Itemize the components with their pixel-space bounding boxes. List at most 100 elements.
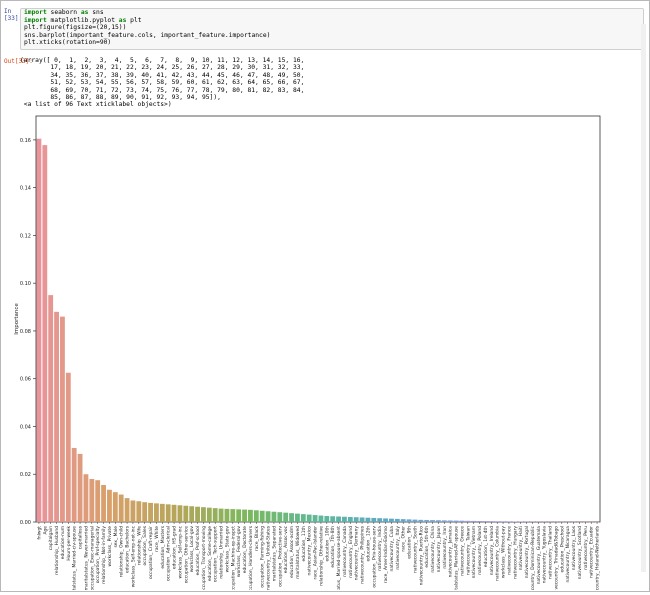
x-tick-label: education_ Masters (160, 525, 166, 568)
bar (178, 505, 183, 522)
bar (430, 520, 435, 522)
code-token: import (24, 17, 47, 24)
bar (242, 510, 247, 522)
code-line: import seaborn as sns (21, 9, 643, 17)
x-tick-label: occupation_ Other-service (183, 526, 189, 584)
x-tick-label: occupation_ Prof-specialty (95, 526, 101, 584)
code-token: sns (88, 9, 103, 16)
bar (95, 480, 100, 522)
bar (389, 519, 394, 522)
bar (230, 509, 235, 522)
x-tick-label: nativecountry_ Haiti (518, 526, 524, 570)
x-tick-label: occupation_ Craft-repair (148, 526, 154, 579)
x-tick-label: nativecountry_ Guatemala (536, 526, 542, 585)
x-tick-label: occupation_ Tech-support (213, 526, 219, 582)
x-tick-label: workclass_ Private (107, 526, 113, 567)
x-tick-label: Hours-per-week (66, 526, 72, 561)
x-tick-label: nativecountry_ Scotland (577, 526, 583, 579)
x-tick-label: occupation_ Handlers-cleaners (248, 525, 254, 590)
bar (219, 509, 224, 522)
x-tick-label: nativecountry_ Nicaragua (565, 526, 571, 583)
bar (342, 517, 347, 522)
x-tick-label: nativecountry_ Dominican-Republic (530, 525, 536, 590)
bar (301, 514, 306, 522)
code-token: plt.figure(figsize=(20,15)) (24, 24, 126, 31)
bar (154, 503, 159, 522)
x-tick-label: nativecountry_ Portugal (524, 526, 530, 578)
bar (254, 510, 259, 522)
y-tick-label: 0.16 (20, 138, 31, 144)
bar (489, 521, 494, 522)
code-line: import matplotlib.pyplot as plt (21, 17, 643, 25)
x-tick-label: workclass_ Without-pay (501, 526, 507, 578)
x-tick-label: nativecountry_ United-States (266, 525, 272, 590)
bar (125, 498, 130, 522)
bar (60, 317, 65, 522)
x-tick-label: occupation_ Exec-managerial (89, 526, 95, 590)
bar (37, 139, 42, 522)
bar (313, 515, 318, 522)
x-tick-label: occupation_ Transport-moving (201, 526, 207, 590)
bar (477, 521, 482, 522)
code-token: plt.xticks(rotation=90) (24, 39, 111, 46)
bar (248, 510, 253, 522)
x-tick-label: education_ Prof-school (195, 526, 201, 575)
x-tick-label: nativecountry_ South (412, 526, 418, 573)
code-token: import (24, 9, 47, 16)
code-token: sns.barplot(important_feature.cols, impo… (24, 32, 270, 39)
bar (166, 504, 171, 522)
x-tick-label: workclass_ Federal-gov (236, 526, 242, 577)
x-tick-label: maritalstatus_ Married-AF-spouse (454, 526, 460, 590)
x-tick-label: occupation_ Farming-fishing (260, 526, 266, 588)
bar (395, 519, 400, 522)
bar (201, 507, 206, 522)
y-tick-label: 0.12 (20, 233, 31, 239)
x-tick-label: nativecountry_ Vietnam (471, 526, 477, 578)
x-tick-label: relationship_ Husband (54, 526, 60, 575)
bar (366, 518, 371, 522)
x-tick-label: Age (42, 526, 48, 535)
bar (160, 504, 165, 522)
x-tick-label: education_ 9th (407, 526, 413, 559)
bar (413, 520, 418, 522)
x-tick-label: education_ 1st-4th (483, 526, 489, 567)
x-tick-label: nativecountry_ Poland (477, 526, 483, 575)
x-tick-label: nativecountry_ Puerto-Rico (418, 526, 424, 586)
x-tick-label: nativecountry_ Ireland (489, 526, 495, 575)
bar (195, 507, 200, 522)
code-line: sns.barplot(important_feature.cols, impo… (21, 32, 643, 40)
bar (84, 474, 89, 522)
bar (266, 511, 271, 522)
x-tick-label: occupation_ Machine-op-inspct (230, 526, 236, 590)
x-tick-label: relationship_ Unmarried (219, 526, 225, 579)
bar (507, 521, 512, 522)
x-tick-label: relationship_ Not-in-family (101, 526, 107, 584)
x-tick-label: occupation_ Priv-house-serv (371, 526, 377, 588)
x-tick-label: education_ Some-college (207, 526, 213, 581)
bar (295, 514, 300, 522)
x-tick-label: race_ Asian-Pac-Islander (313, 526, 319, 580)
x-tick-label: nativecountry_ Holand-Netherlands (595, 525, 601, 590)
x-tick-label: nativecountry_ Peru (583, 526, 589, 570)
scrollbar[interactable] (641, 24, 646, 572)
x-tick-label: race_ Other (401, 526, 407, 552)
x-tick-label: capitalloss (78, 525, 84, 549)
bar (460, 521, 465, 522)
bar (465, 521, 470, 522)
x-tick-label: nativecountry_ Italy (395, 526, 401, 570)
x-tick-label: workclass_ State-gov (224, 526, 230, 573)
bar (307, 515, 312, 522)
x-tick-label: nativecountry_ India (377, 526, 383, 571)
x-tick-label: sex_ Male (113, 526, 119, 548)
bar (454, 521, 459, 522)
bar (371, 518, 376, 522)
bar (72, 448, 77, 522)
bar (407, 519, 412, 522)
y-tick-label: 0.06 (20, 377, 31, 383)
bar (183, 506, 188, 522)
x-tick-label: nativecountry_ Laos (571, 525, 577, 570)
bar (42, 145, 47, 522)
bar (377, 518, 382, 522)
